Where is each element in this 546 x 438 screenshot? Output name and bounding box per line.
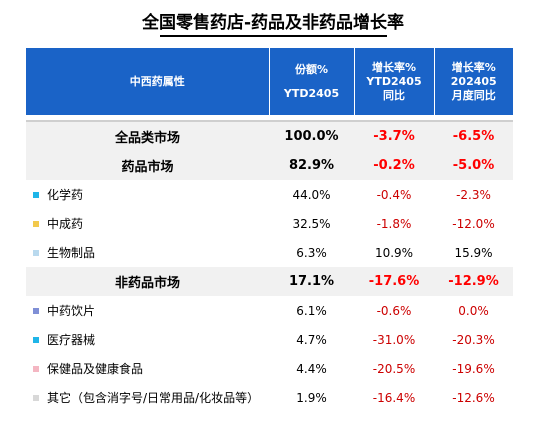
- row-ytd-growth: -1.8%: [376, 216, 412, 231]
- row-share: 4.4%: [296, 361, 327, 376]
- header-monthly-line3: 月度同比: [451, 88, 496, 102]
- square-marker-icon: [33, 220, 39, 227]
- row-monthly-growth: -5.0%: [434, 151, 513, 180]
- row-share: 6.1%: [296, 303, 327, 318]
- row-ytd-growth: -17.6%: [354, 267, 434, 296]
- header-attribute-label: 中西药属性: [129, 74, 185, 88]
- table-row: 保健品及健康食品 4.4% -20.5% -19.6%: [26, 354, 513, 383]
- row-name: 化学药: [47, 188, 84, 202]
- report-title: 全国零售药店-药品及非药品增长率: [141, 13, 405, 33]
- row-share: 17.1%: [269, 267, 354, 296]
- row-monthly-growth: -6.5%: [434, 120, 513, 151]
- row-monthly-growth: -2.3%: [456, 187, 491, 202]
- row-share: 32.5%: [292, 216, 331, 231]
- header-ytd-line1: 增长率%: [371, 60, 417, 74]
- row-ytd-growth: -3.7%: [354, 120, 434, 151]
- header-ytd-growth: 增长率% YTD2405 同比: [354, 48, 435, 115]
- row-ytd-growth: -0.6%: [376, 303, 412, 318]
- row-monthly-growth: 0.0%: [458, 303, 489, 318]
- table-row: 其它（包含消字号/日常用品/化妆品等） 1.9% -16.4% -12.6%: [26, 383, 513, 412]
- square-marker-icon: [33, 336, 39, 343]
- row-monthly-growth: -12.6%: [452, 390, 495, 405]
- table-row: 医疗器械 4.7% -31.0% -20.3%: [26, 325, 513, 354]
- table-row: 非药品市场 17.1% -17.6% -12.9%: [26, 267, 513, 296]
- header-share-line2: YTD2405: [283, 86, 340, 100]
- row-name-cell: 其它（包含消字号/日常用品/化妆品等）: [26, 383, 269, 412]
- row-name: 中药饮片: [47, 304, 96, 318]
- row-ytd-growth: -0.4%: [376, 187, 412, 202]
- row-name: 非药品市场: [26, 267, 269, 296]
- row-share: 82.9%: [269, 151, 354, 180]
- row-share: 100.0%: [269, 120, 354, 151]
- row-name-cell: 中成药: [26, 209, 269, 238]
- row-share: 4.7%: [296, 332, 327, 347]
- row-monthly-growth: -20.3%: [452, 332, 495, 347]
- row-share: 6.3%: [296, 245, 327, 260]
- row-monthly-growth: -12.0%: [452, 216, 495, 231]
- square-marker-icon: [33, 249, 39, 256]
- header-monthly-line1: 增长率%: [451, 60, 496, 74]
- row-name: 医疗器械: [47, 333, 96, 347]
- row-monthly-growth: 15.9%: [454, 245, 493, 260]
- row-name-cell: 中药饮片: [26, 296, 269, 325]
- row-share: 1.9%: [296, 390, 327, 405]
- table-row: 药品市场 82.9% -0.2% -5.0%: [26, 151, 513, 180]
- row-name: 保健品及健康食品: [47, 362, 144, 376]
- square-marker-icon: [33, 191, 39, 198]
- row-name: 其它（包含消字号/日常用品/化妆品等）: [47, 391, 260, 405]
- title-underline: [160, 35, 387, 37]
- row-name: 生物制品: [47, 246, 96, 260]
- row-name-cell: 化学药: [26, 180, 269, 209]
- header-share: 份额% YTD2405: [269, 48, 355, 115]
- square-marker-icon: [33, 394, 39, 401]
- row-name: 全品类市场: [26, 120, 269, 151]
- row-ytd-growth: -20.5%: [372, 361, 416, 376]
- header-share-line1: 份额%: [294, 62, 329, 76]
- header-ytd-line3: 同比: [383, 88, 405, 102]
- square-marker-icon: [33, 365, 39, 372]
- row-monthly-growth: -12.9%: [434, 267, 513, 296]
- row-ytd-growth: 10.9%: [374, 245, 414, 260]
- growth-table: 中西药属性 份额% YTD2405 增长率% YTD2405 同比 增长率% 2…: [26, 48, 513, 412]
- row-ytd-growth: -0.2%: [354, 151, 434, 180]
- row-name: 中成药: [47, 217, 84, 231]
- row-ytd-growth: -16.4%: [372, 390, 416, 405]
- square-marker-icon: [33, 307, 39, 314]
- table-row: 化学药 44.0% -0.4% -2.3%: [26, 180, 513, 209]
- table-row: 中成药 32.5% -1.8% -12.0%: [26, 209, 513, 238]
- table-row: 中药饮片 6.1% -0.6% 0.0%: [26, 296, 513, 325]
- header-attribute: 中西药属性: [26, 48, 270, 115]
- header-monthly-growth: 增长率% 202405 月度同比: [434, 48, 513, 115]
- row-name: 药品市场: [26, 151, 269, 180]
- row-share: 44.0%: [292, 187, 331, 202]
- table-row: 生物制品 6.3% 10.9% 15.9%: [26, 238, 513, 267]
- row-name-cell: 保健品及健康食品: [26, 354, 269, 383]
- row-monthly-growth: -19.6%: [452, 361, 495, 376]
- row-ytd-growth: -31.0%: [372, 332, 416, 347]
- header-ytd-line2: YTD2405: [366, 74, 422, 88]
- row-name-cell: 生物制品: [26, 238, 269, 267]
- header-monthly-line2: 202405: [450, 74, 497, 88]
- table-row: 全品类市场 100.0% -3.7% -6.5%: [26, 120, 513, 151]
- row-name-cell: 医疗器械: [26, 325, 269, 354]
- table-header-row: 中西药属性 份额% YTD2405 增长率% YTD2405 同比 增长率% 2…: [26, 48, 513, 115]
